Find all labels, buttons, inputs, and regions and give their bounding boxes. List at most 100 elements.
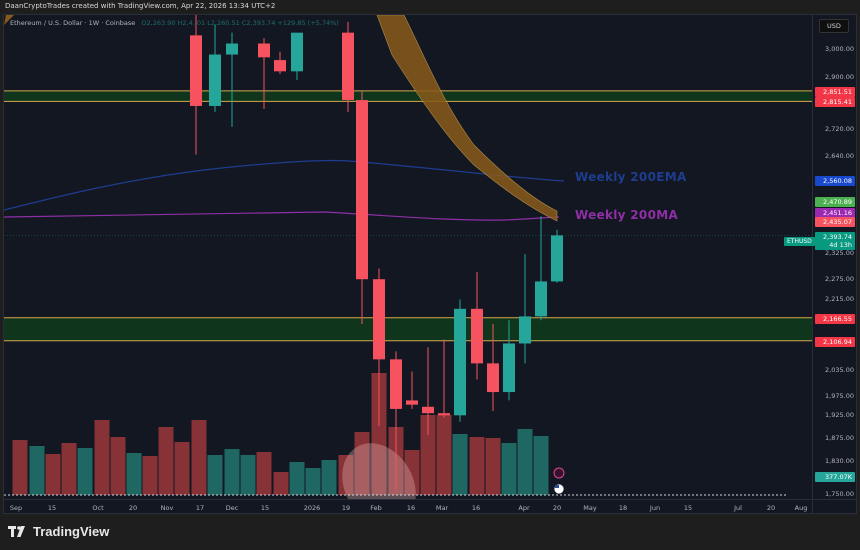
- volume-bar: [256, 452, 272, 495]
- candle-body: [406, 400, 418, 405]
- volume-bar: [354, 432, 370, 495]
- price-tick-label: 2,035.00: [825, 366, 854, 374]
- ema200-line: [4, 159, 565, 211]
- volume-bar: [191, 420, 207, 495]
- time-tick-label: Dec: [225, 504, 239, 512]
- candle-body: [342, 32, 354, 101]
- volume-bar: [224, 449, 240, 495]
- volume-bar: [45, 454, 61, 495]
- candle-body: [226, 43, 238, 55]
- time-tick-label: 2026: [303, 504, 321, 512]
- volume-bar: [110, 437, 126, 495]
- time-tick-label: May: [583, 504, 597, 512]
- candle-body: [503, 343, 515, 393]
- us-flag-canton: [555, 485, 559, 488]
- volume-value-label: 377.07K: [815, 472, 855, 482]
- price-level-label: 2,470.89: [815, 197, 855, 207]
- volume-bar: [517, 429, 533, 495]
- volume-bar: [469, 437, 485, 495]
- volume-bar: [321, 460, 337, 495]
- volume-bar: [240, 455, 256, 495]
- volume-bar: [452, 434, 468, 495]
- time-tick-label: Oct: [92, 504, 104, 512]
- candle-body: [190, 35, 202, 106]
- price-level-label: 2,435.07: [815, 217, 855, 227]
- price-axis[interactable]: USD 3,000.00 2,900.00 2,720.00 2,640.00 2,32…: [784, 15, 856, 499]
- candle-body: [291, 32, 303, 72]
- price-level-label: 2,815.41: [815, 97, 855, 107]
- price-tick-label: 1,875.00: [825, 434, 854, 442]
- time-tick-label: Mar: [435, 504, 449, 512]
- brand-name: TradingView: [33, 524, 110, 539]
- event-icon: [553, 467, 565, 479]
- cloud-band-left: [4, 15, 14, 25]
- time-tick-label: 17: [195, 504, 205, 512]
- time-tick-label: Jul: [734, 504, 742, 512]
- volume-bar: [207, 455, 223, 495]
- chart-panel[interactable]: Ethereum / U.S. Dollar · 1W · Coinbase O…: [3, 14, 857, 514]
- time-tick-label: 16: [406, 504, 416, 512]
- time-tick-label: Apr: [518, 504, 530, 512]
- current-price-label: 2,393.74 4d 13h: [815, 232, 855, 250]
- time-tick-label: 15: [260, 504, 270, 512]
- candle-body: [519, 316, 531, 344]
- volume-bar: [289, 462, 305, 495]
- highlight-ellipse: [342, 443, 416, 499]
- symbol-title: Ethereum / U.S. Dollar · 1W · Coinbase: [10, 19, 136, 27]
- volume-bar: [404, 450, 420, 495]
- cloud-band: [376, 15, 558, 222]
- current-price-value: 2,393.74: [823, 233, 852, 241]
- price-tick-label: 2,275.00: [825, 275, 854, 283]
- tradingview-logo-icon: [8, 525, 25, 537]
- time-axis[interactable]: Sep 15 Oct 20 Nov 17 Dec 15 2026 19 Feb 16 Mar 16 Apr 2…: [4, 499, 812, 513]
- volume-bar: [338, 455, 354, 495]
- time-tick-label: Feb: [370, 504, 382, 512]
- price-level-label: 2,560.08: [815, 176, 855, 186]
- volume-bar: [436, 415, 452, 495]
- candle-body: [274, 60, 286, 72]
- volume-bar: [12, 440, 28, 495]
- price-tick-label: 1,830.00: [825, 457, 854, 465]
- time-tick-label: Nov: [160, 504, 174, 512]
- candle-body: [438, 413, 450, 416]
- volume-bar: [485, 438, 501, 495]
- volume-bar: [142, 456, 158, 495]
- candle-body: [471, 308, 483, 364]
- price-level-label: 2,166.55: [815, 314, 855, 324]
- volume-bar: [501, 443, 517, 495]
- candle-body: [373, 279, 385, 360]
- volume-bar: [29, 446, 45, 495]
- price-tick-label: 3,000.00: [825, 45, 854, 53]
- top-credit-bar: DaanCryptoTrades created with TradingVie…: [0, 0, 860, 14]
- ohlc-values: O2,263.90 H2,4..01 L2,260.51 C2,393.74 +…: [141, 19, 339, 27]
- volume-bar: [77, 448, 93, 495]
- price-tick-label: 2,900.00: [825, 73, 854, 81]
- time-tick-label: 20: [128, 504, 138, 512]
- credit-text: DaanCryptoTrades created with TradingVie…: [5, 2, 276, 10]
- price-tick-label: 1,925.00: [825, 411, 854, 419]
- price-tick-label: 2,215.00: [825, 295, 854, 303]
- ma200-annotation: Weekly 200MA: [575, 208, 679, 222]
- volume-bar: [174, 442, 190, 495]
- candle-body: [356, 100, 368, 280]
- time-tick-label: Sep: [9, 504, 23, 512]
- time-tick-label: 15: [683, 504, 693, 512]
- time-tick-label: 15: [47, 504, 57, 512]
- price-tick-label: 2,325.00: [825, 249, 854, 257]
- volume-bar: [420, 415, 436, 495]
- tradingview-brand: TradingView: [8, 524, 109, 539]
- price-plot-area[interactable]: Ethereum / U.S. Dollar · 1W · Coinbase O…: [4, 15, 812, 499]
- resistance-zone: [4, 90, 812, 102]
- candle-body: [454, 308, 466, 416]
- support-zone: [4, 317, 812, 341]
- time-tick-label: 20: [766, 504, 776, 512]
- chart-canvas[interactable]: [4, 15, 812, 499]
- symbol-legend: Ethereum / U.S. Dollar · 1W · Coinbase O…: [10, 19, 339, 27]
- candle-body: [258, 43, 270, 58]
- volume-bar: [273, 472, 289, 495]
- currency-selector[interactable]: USD: [819, 19, 849, 33]
- time-tick-label: Aug: [794, 504, 808, 512]
- ma200-line: [4, 211, 560, 221]
- price-tick-label: 2,720.00: [825, 125, 854, 133]
